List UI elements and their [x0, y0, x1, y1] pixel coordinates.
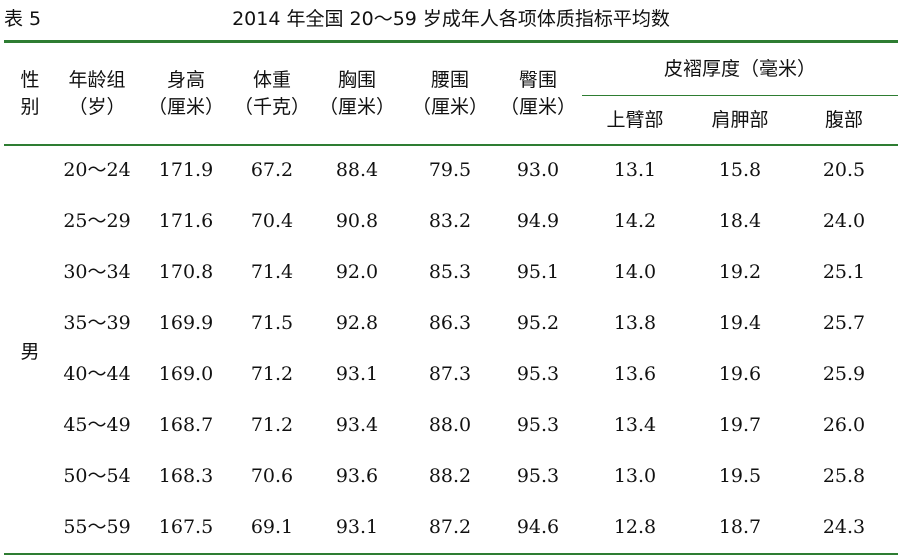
cell-shoulder-blade: 15.8 — [718, 159, 762, 181]
cell-abdomen: 25.8 — [822, 465, 866, 487]
cell-hip: 93.0 — [516, 159, 560, 181]
table-caption: 表 5 2014 年全国 20～59 岁成年人各项体质指标平均数 — [0, 0, 902, 38]
cell-chest: 93.1 — [335, 516, 379, 538]
cell-waist: 87.2 — [428, 516, 472, 538]
cell-shoulder-blade: 19.7 — [718, 414, 762, 436]
cell-chest: 92.0 — [335, 261, 379, 283]
cell-age-group: 45～49 — [63, 414, 131, 436]
cell-waist: 86.3 — [428, 312, 472, 334]
cell-chest: 93.6 — [335, 465, 379, 487]
cell-hip: 95.3 — [516, 414, 560, 436]
header-age-group-line2: （岁） — [68, 96, 126, 118]
cell-abdomen: 25.1 — [822, 261, 866, 283]
header-upper-arm: 上臂部 — [606, 109, 664, 131]
cell-height: 171.6 — [158, 210, 214, 232]
table-number: 表 5 — [4, 8, 42, 30]
cell-shoulder-blade: 19.6 — [718, 363, 762, 385]
cell-upper-arm: 14.2 — [613, 210, 657, 232]
cell-height: 169.0 — [158, 363, 214, 385]
cell-weight: 70.6 — [250, 465, 294, 487]
cell-height: 168.3 — [158, 465, 214, 487]
cell-waist: 88.2 — [428, 465, 472, 487]
header-weight-line1: 体重 — [252, 69, 291, 91]
cell-upper-arm: 13.8 — [613, 312, 657, 334]
cell-shoulder-blade: 19.2 — [718, 261, 762, 283]
header-chest-line2: （厘米） — [318, 96, 395, 118]
cell-abdomen: 25.9 — [822, 363, 866, 385]
sex-value: 男 — [20, 341, 40, 363]
cell-hip: 95.3 — [516, 363, 560, 385]
cell-age-group: 30～34 — [63, 261, 131, 283]
cell-age-group: 40～44 — [63, 363, 131, 385]
cell-upper-arm: 12.8 — [613, 516, 657, 538]
skinfold-sub-rule — [582, 95, 898, 96]
cell-abdomen: 24.0 — [822, 210, 866, 232]
cell-chest: 92.8 — [335, 312, 379, 334]
header-sex-line2: 别 — [20, 96, 40, 118]
cell-waist: 83.2 — [428, 210, 472, 232]
header-hip-line1: 臀围 — [518, 69, 557, 91]
cell-weight: 69.1 — [250, 516, 294, 538]
header-abdomen: 腹部 — [824, 109, 863, 131]
cell-hip: 94.6 — [516, 516, 560, 538]
header-shoulder-blade: 肩胛部 — [711, 109, 769, 131]
cell-height: 170.8 — [158, 261, 214, 283]
header-skinfold-group: 皮褶厚度（毫米） — [663, 58, 816, 80]
header-sex-line1: 性 — [20, 69, 40, 91]
cell-waist: 85.3 — [428, 261, 472, 283]
cell-upper-arm: 13.1 — [613, 159, 657, 181]
cell-upper-arm: 13.4 — [613, 414, 657, 436]
cell-shoulder-blade: 19.5 — [718, 465, 762, 487]
header-waist-line1: 腰围 — [430, 69, 469, 91]
header-height-line1: 身高 — [166, 69, 205, 91]
header-rule — [4, 144, 898, 146]
cell-hip: 95.2 — [516, 312, 560, 334]
cell-hip: 95.3 — [516, 465, 560, 487]
cell-shoulder-blade: 19.4 — [718, 312, 762, 334]
cell-chest: 88.4 — [335, 159, 379, 181]
cell-weight: 71.4 — [250, 261, 294, 283]
cell-chest: 90.8 — [335, 210, 379, 232]
cell-waist: 88.0 — [428, 414, 472, 436]
cell-height: 171.9 — [158, 159, 214, 181]
cell-hip: 94.9 — [516, 210, 560, 232]
cell-weight: 71.5 — [250, 312, 294, 334]
cell-waist: 87.3 — [428, 363, 472, 385]
header-chest-line1: 胸围 — [337, 69, 376, 91]
header-age-group-line1: 年龄组 — [68, 69, 126, 91]
cell-chest: 93.1 — [335, 363, 379, 385]
cell-age-group: 50～54 — [63, 465, 131, 487]
cell-height: 168.7 — [158, 414, 214, 436]
cell-abdomen: 25.7 — [822, 312, 866, 334]
cell-abdomen: 26.0 — [822, 414, 866, 436]
cell-abdomen: 24.3 — [822, 516, 866, 538]
header-height-line2: （厘米） — [147, 96, 224, 118]
cell-age-group: 55～59 — [63, 516, 131, 538]
cell-weight: 70.4 — [250, 210, 294, 232]
header-weight-line2: （千克） — [233, 96, 310, 118]
bottom-rule — [4, 553, 898, 555]
cell-chest: 93.4 — [335, 414, 379, 436]
cell-height: 169.9 — [158, 312, 214, 334]
cell-shoulder-blade: 18.4 — [718, 210, 762, 232]
cell-upper-arm: 13.6 — [613, 363, 657, 385]
header-hip-line2: （厘米） — [499, 96, 576, 118]
cell-weight: 67.2 — [250, 159, 294, 181]
cell-weight: 71.2 — [250, 363, 294, 385]
cell-age-group: 25～29 — [63, 210, 131, 232]
table-title: 2014 年全国 20～59 岁成年人各项体质指标平均数 — [232, 8, 670, 30]
cell-upper-arm: 13.0 — [613, 465, 657, 487]
cell-age-group: 35～39 — [63, 312, 131, 334]
cell-upper-arm: 14.0 — [613, 261, 657, 283]
cell-shoulder-blade: 18.7 — [718, 516, 762, 538]
top-rule — [4, 40, 898, 43]
cell-abdomen: 20.5 — [822, 159, 866, 181]
cell-hip: 95.1 — [516, 261, 560, 283]
cell-waist: 79.5 — [428, 159, 472, 181]
header-waist-line2: （厘米） — [411, 96, 488, 118]
cell-age-group: 20～24 — [63, 159, 131, 181]
cell-height: 167.5 — [158, 516, 214, 538]
cell-weight: 71.2 — [250, 414, 294, 436]
